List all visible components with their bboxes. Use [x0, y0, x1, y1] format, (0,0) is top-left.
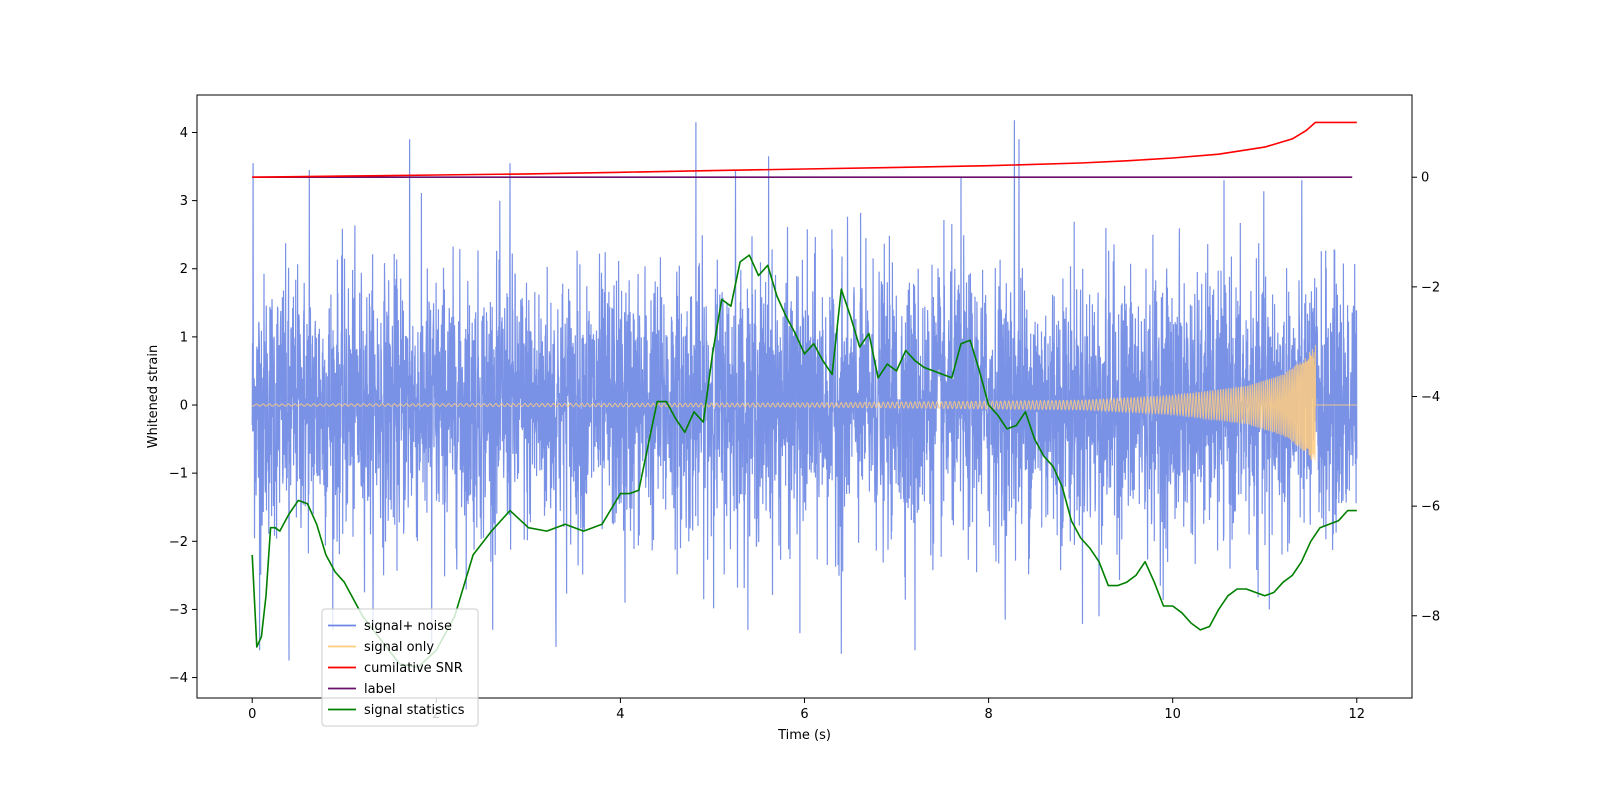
legend-label: signal+ noise [364, 619, 452, 634]
y-left-tick-label: −1 [169, 467, 188, 482]
y-left-tick-label: 4 [180, 126, 188, 141]
x-axis-label: Time (s) [777, 728, 831, 743]
x-tick-label: 0 [248, 707, 256, 722]
y-axis-right: 0 −2 −4 −6 −8 [1412, 171, 1440, 624]
series-signal-only [251, 344, 1357, 461]
y-left-tick-label: −3 [169, 603, 188, 618]
signal-noise-line [251, 120, 1358, 661]
x-tick-label: 6 [800, 707, 808, 722]
series-signal-noise [251, 120, 1358, 661]
x-tick-label: 12 [1348, 707, 1365, 722]
y-left-tick-label: 2 [180, 262, 188, 277]
y-left-tick-label: 1 [180, 330, 188, 345]
y-right-tick-label: −4 [1421, 390, 1440, 405]
y-right-tick-label: −6 [1421, 500, 1440, 515]
y-axis-left: 4 3 2 1 0 −1 −2 −3 −4 [169, 126, 197, 686]
x-tick-label: 10 [1164, 707, 1181, 722]
cumulative-snr-line [252, 121, 1357, 178]
y-left-tick-label: −2 [169, 535, 188, 550]
legend-label: signal only [364, 640, 434, 655]
legend-label: label [364, 682, 395, 697]
legend-box [321, 608, 479, 727]
legend: signal+ noise signal only cumilative SNR la… [321, 608, 479, 727]
x-tick-label: 4 [616, 707, 624, 722]
y-left-tick-label: 3 [180, 194, 188, 209]
legend-label: signal statistics [364, 703, 465, 718]
y-right-tick-label: 0 [1421, 171, 1429, 186]
y-right-tick-label: −2 [1421, 280, 1440, 295]
y-left-tick-label: −4 [169, 671, 188, 686]
signal-only-line [251, 344, 1357, 461]
y-axis-left-label: Whitened strain [146, 345, 161, 448]
legend-label: cumilative SNR [364, 661, 463, 676]
x-tick-label: 8 [984, 707, 992, 722]
y-right-tick-label: −8 [1421, 609, 1440, 624]
y-left-tick-label: 0 [180, 399, 188, 414]
x-axis: 024681012 [248, 698, 1365, 722]
series-cumulative-snr [252, 121, 1357, 178]
